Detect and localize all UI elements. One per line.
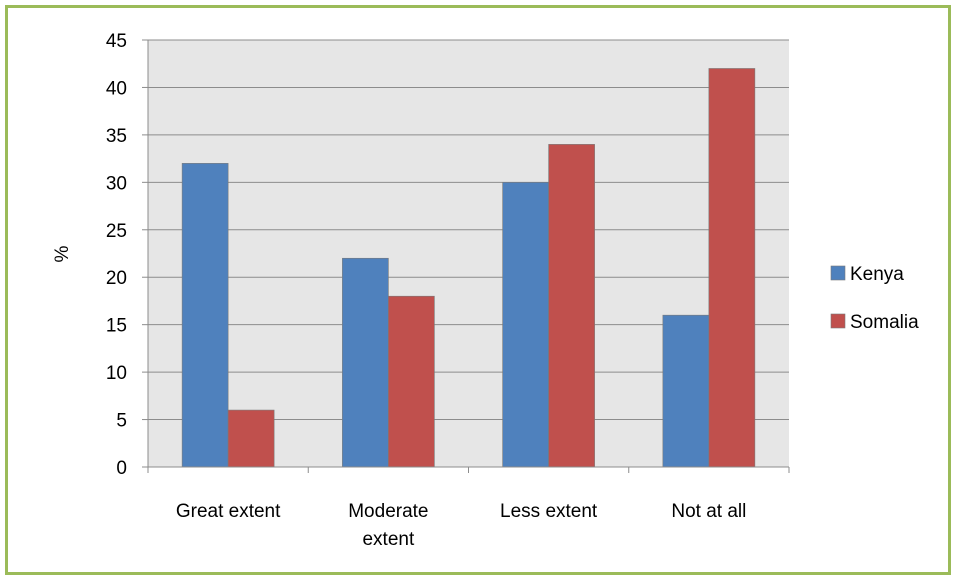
- y-tick-label: 25: [106, 221, 127, 242]
- bar-kenya-0: [181, 163, 229, 468]
- y-tick-label: 15: [106, 316, 127, 337]
- y-tick-label: 0: [116, 458, 127, 479]
- x-tick-label: Not at all: [671, 501, 746, 522]
- x-tick-label: Great extent: [176, 501, 281, 522]
- legend: Kenya Somalia: [830, 264, 919, 333]
- bar-somalia-3: [708, 68, 756, 468]
- y-tick-label: 30: [106, 173, 127, 194]
- y-tick-label: 45: [106, 31, 127, 52]
- y-tick-label: 35: [106, 126, 127, 147]
- bar-somalia-1: [388, 295, 435, 468]
- y-tick-label: 20: [106, 268, 127, 289]
- bar-kenya-2: [502, 182, 549, 468]
- y-tick-label: 5: [116, 411, 127, 432]
- y-tick-label: 40: [106, 78, 127, 99]
- x-tick-label: Less extent: [500, 501, 598, 522]
- legend-label-somalia: Somalia: [850, 312, 919, 333]
- bar-kenya-1: [342, 257, 389, 468]
- y-axis-label: %: [52, 245, 73, 262]
- bar-somalia-0: [227, 409, 275, 468]
- bar-somalia-2: [548, 144, 595, 468]
- bar-kenya-3: [662, 314, 710, 468]
- x-tick-label: Moderate extent: [348, 501, 428, 550]
- legend-label-kenya: Kenya: [850, 264, 904, 285]
- y-tick-label: 10: [106, 363, 127, 384]
- legend-swatch-somalia: [830, 313, 846, 329]
- legend-swatch-kenya: [830, 265, 846, 281]
- chart-frame: [5, 5, 951, 575]
